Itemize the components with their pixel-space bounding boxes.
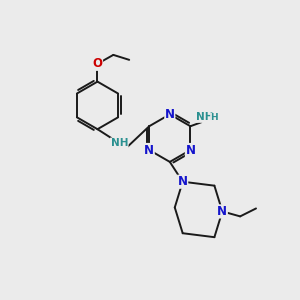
Text: NH: NH [110, 138, 128, 148]
Text: N: N [178, 175, 188, 188]
Text: N: N [165, 108, 175, 121]
Text: O: O [92, 57, 103, 70]
Text: N: N [217, 205, 227, 218]
Text: NH: NH [196, 112, 213, 122]
Text: N: N [185, 143, 195, 157]
Text: H: H [210, 113, 218, 122]
Text: N: N [144, 143, 154, 157]
